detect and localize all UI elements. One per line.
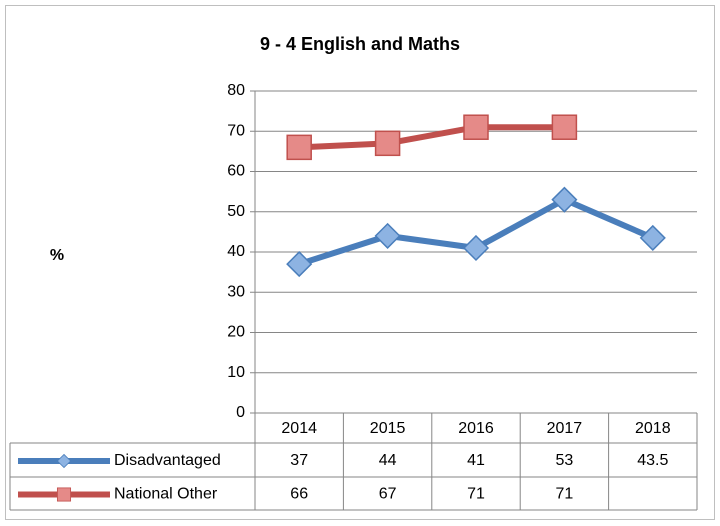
legend-marker — [56, 453, 72, 469]
x-tick-label: 2015 — [370, 420, 406, 437]
table-value: 66 — [290, 486, 308, 503]
legend-marker — [56, 487, 72, 502]
marker — [551, 186, 578, 213]
marker — [374, 130, 401, 157]
marker — [463, 114, 489, 140]
legend-label: Disadvantaged — [114, 452, 221, 469]
y-tick-label: 50 — [227, 203, 245, 220]
table-value: 41 — [467, 452, 485, 469]
y-tick-label: 80 — [227, 82, 245, 99]
legend-label: National Other — [114, 486, 218, 503]
x-tick-label: 2018 — [635, 420, 671, 437]
x-tick-label: 2017 — [547, 420, 583, 437]
table-value: 44 — [379, 452, 397, 469]
table-value: 71 — [556, 486, 574, 503]
marker — [374, 222, 401, 249]
x-tick-label: 2014 — [281, 420, 317, 437]
table-value: 43.5 — [637, 452, 668, 469]
y-tick-label: 30 — [227, 283, 245, 300]
y-tick-label: 10 — [227, 364, 245, 381]
table-value: 37 — [290, 452, 308, 469]
table-value: 67 — [379, 486, 397, 503]
y-tick-label: 40 — [227, 243, 245, 260]
table-value: 53 — [556, 452, 574, 469]
marker — [286, 251, 313, 278]
y-tick-label: 0 — [236, 404, 245, 421]
y-axis-label: % — [50, 247, 64, 264]
y-tick-label: 70 — [227, 122, 245, 139]
table-value: 71 — [467, 486, 485, 503]
y-tick-label: 20 — [227, 324, 245, 341]
series-line — [299, 124, 565, 151]
marker — [551, 114, 578, 140]
marker — [462, 234, 490, 262]
chart-title: 9 - 4 English and Maths — [260, 34, 460, 54]
y-tick-label: 60 — [227, 163, 245, 180]
marker — [639, 224, 666, 251]
marker — [286, 134, 312, 161]
x-tick-label: 2016 — [458, 420, 494, 437]
